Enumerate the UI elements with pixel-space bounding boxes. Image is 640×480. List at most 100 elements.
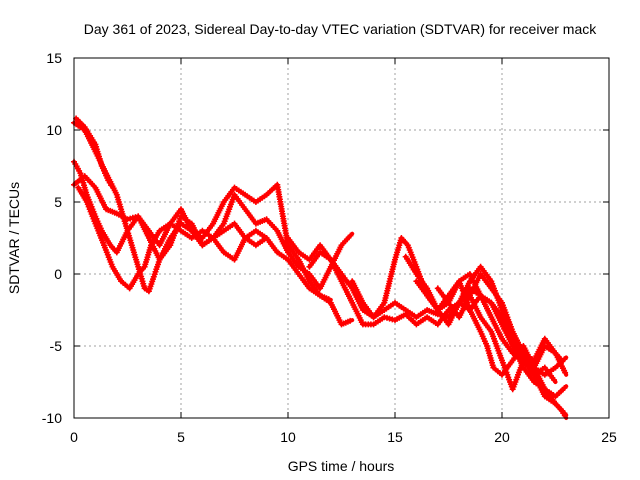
data-point: [338, 271, 354, 290]
data-point: [81, 124, 98, 146]
data-point: [178, 213, 193, 226]
data-point: [252, 193, 268, 205]
data-point: [317, 292, 332, 303]
data-point: [509, 335, 526, 362]
data-point: [477, 314, 493, 333]
y-tick-label: 10: [46, 122, 62, 138]
data-point: [531, 338, 547, 364]
data-point: [242, 235, 257, 247]
data-point: [424, 314, 439, 326]
x-axis-label: GPS time / hours: [288, 458, 395, 474]
series-track-10: [413, 278, 564, 393]
data-point: [210, 201, 226, 227]
data-point: [413, 278, 429, 297]
data-point: [252, 217, 268, 227]
data-point: [327, 299, 344, 326]
x-tick-label: 5: [177, 429, 185, 445]
data-point: [349, 285, 365, 311]
data-point: [220, 186, 236, 205]
data-point: [285, 249, 301, 268]
data-point: [541, 335, 557, 355]
data-point: [477, 328, 489, 347]
data-point: [349, 299, 365, 326]
data-point: [73, 115, 86, 129]
data-point: [370, 315, 386, 328]
data-point: [490, 364, 503, 376]
data-point: [404, 242, 419, 268]
data-series-layer: [71, 115, 569, 420]
data-point: [381, 301, 396, 313]
data-point: [126, 273, 140, 292]
data-point: [274, 249, 289, 262]
data-point: [541, 364, 557, 383]
data-point: [520, 350, 535, 362]
data-point: [488, 314, 504, 340]
data-point: [520, 357, 536, 376]
data-point: [370, 301, 386, 321]
data-point: [83, 199, 98, 225]
y-tick-label: 15: [46, 50, 62, 66]
data-point: [488, 328, 505, 361]
x-tick-labels: 0 5 10 15 20 25: [70, 429, 617, 445]
data-point: [295, 263, 311, 276]
series-track-8: [349, 235, 569, 418]
data-point: [466, 273, 483, 299]
data-point: [231, 237, 248, 263]
plot-frame: [73, 57, 610, 419]
data-point: [188, 227, 204, 247]
y-tick-labels: -10 -5 0 5 10 15: [42, 50, 62, 426]
data-point: [118, 278, 131, 290]
data-point: [306, 251, 322, 270]
data-point: [263, 216, 279, 232]
data-point: [81, 173, 97, 189]
y-tick-label: -5: [50, 338, 63, 354]
data-point: [509, 359, 526, 393]
data-point: [499, 321, 515, 347]
data-point: [252, 236, 268, 249]
data-point: [285, 242, 301, 261]
data-point: [477, 271, 493, 290]
data-point: [541, 393, 557, 406]
series-line: [350, 236, 569, 418]
data-point: [98, 227, 113, 247]
data-point: [349, 278, 365, 304]
data-point: [424, 307, 439, 317]
data-point: [477, 263, 493, 283]
data-point: [477, 292, 494, 318]
data-point: [392, 312, 407, 324]
data-point: [103, 206, 118, 216]
x-tick-label: 15: [387, 429, 403, 445]
data-point: [317, 249, 332, 262]
data-point: [156, 237, 173, 263]
data-point: [92, 220, 106, 246]
data-point: [402, 307, 418, 319]
data-point: [113, 230, 130, 256]
y-tick-label: 0: [54, 266, 62, 282]
series-track-5: [73, 115, 115, 190]
data-point: [220, 194, 237, 227]
data-point: [231, 191, 247, 211]
data-point: [285, 256, 301, 275]
data-point: [242, 191, 257, 204]
data-point: [392, 299, 407, 312]
data-point: [402, 253, 419, 275]
data-point: [145, 259, 162, 295]
data-point: [338, 317, 354, 328]
data-point: [424, 292, 440, 311]
data-point: [156, 222, 172, 234]
data-point: [135, 213, 151, 239]
data-point: [327, 256, 344, 282]
data-point: [552, 385, 568, 400]
data-point: [317, 266, 333, 292]
data-point: [199, 236, 214, 249]
data-point: [92, 184, 108, 210]
data-point: [101, 242, 115, 268]
data-point: [178, 227, 193, 240]
chart-title: Day 361 of 2023, Sidereal Day-to-day VTE…: [84, 21, 597, 37]
x-tick-label: 0: [70, 429, 78, 445]
series-track-12: [456, 263, 558, 384]
data-point: [499, 307, 515, 340]
x-tick-label: 20: [494, 429, 510, 445]
data-point: [220, 249, 236, 262]
